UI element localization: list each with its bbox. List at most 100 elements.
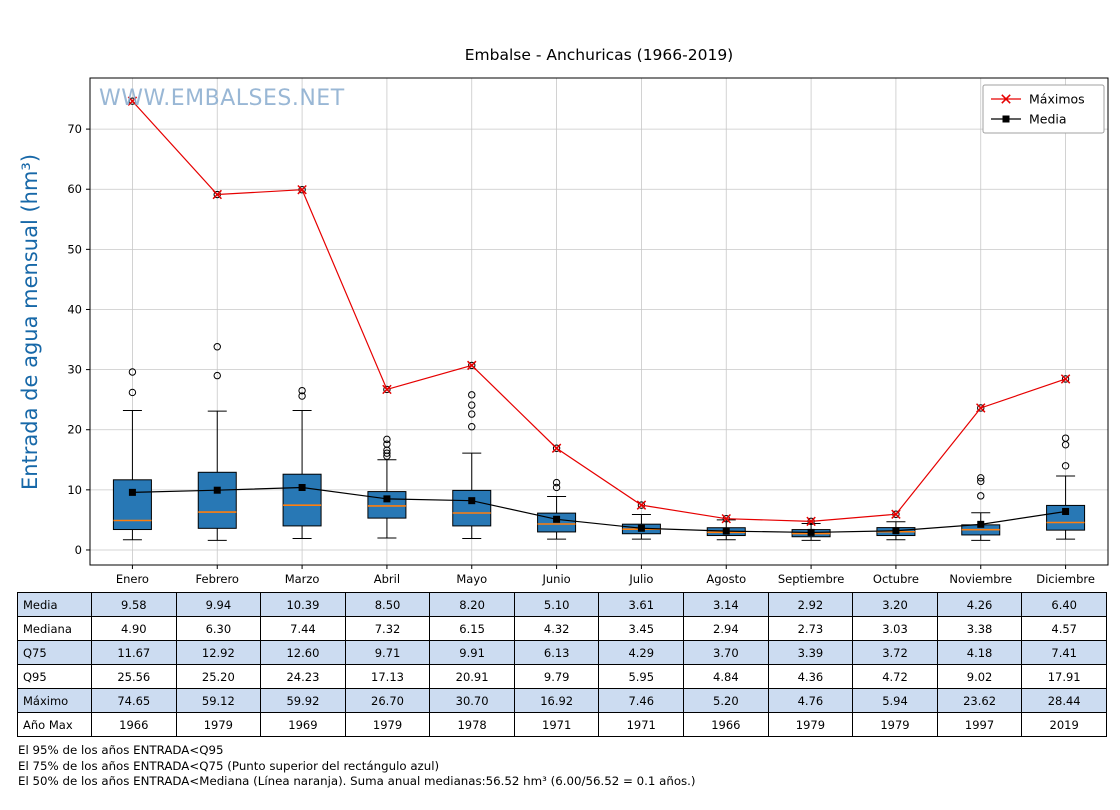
chart-title: Embalse - Anchuricas (1966-2019): [464, 46, 734, 64]
outlier-point: [977, 492, 985, 500]
table-cell: 26.70: [344, 688, 431, 713]
square-marker: [468, 497, 476, 505]
table-cell: 7.46: [598, 688, 685, 713]
table-cell: 1978: [429, 712, 515, 737]
table-cell: 12.60: [260, 640, 346, 665]
boxplot-chart-canvas: 0 10 20 30 40 50 60 70 Enero Febrero Marzo Abril May…: [67, 77, 1109, 586]
x-tick-label: Mayo: [456, 572, 487, 586]
table-cell: 3.72: [852, 640, 938, 665]
outlier-point: [128, 388, 137, 397]
y-tick-label: 40: [67, 302, 82, 316]
note-q95: El 95% de los años ENTRADA<Q95: [18, 743, 224, 757]
table-cell: 9.91: [429, 640, 515, 665]
table-cell: 9.58: [91, 592, 177, 617]
table-cell: 1966: [683, 712, 769, 737]
outlier-point: [552, 483, 561, 492]
outlier-point: [128, 368, 137, 376]
table-row-label: Año Max: [17, 712, 92, 737]
table-cell: 74.65: [91, 688, 177, 713]
table-cell: 59.92: [260, 688, 346, 713]
x-marker: [127, 96, 138, 106]
outlier-point: [383, 449, 391, 457]
outlier-point: [468, 361, 476, 370]
x-marker: [467, 360, 477, 371]
y-tick-label: 20: [67, 423, 82, 437]
table-row: Media 9.58 9.94 10.39 8.50 8.20 5.10 3.61 3.14 2.…: [17, 592, 1107, 617]
table-row-label: Media: [17, 592, 92, 617]
x-tick-label: Enero: [116, 572, 149, 586]
outlier-point: [977, 474, 985, 482]
table-cell: 5.95: [598, 664, 685, 689]
x-marker: [297, 184, 307, 195]
square-marker: [1062, 507, 1070, 515]
watermark: WWW.EMBALSES.NET: [99, 86, 345, 111]
outlier-point: [383, 435, 391, 444]
table-cell: 1979: [175, 712, 262, 737]
stats-table: Media 9.58 9.94 10.39 8.50 8.20 5.10 3.61 3.14 2.…: [17, 592, 1107, 737]
x-marker: [1060, 374, 1071, 384]
outlier-point: [1061, 462, 1070, 470]
table-row-label: Q95: [17, 664, 92, 689]
box: [452, 489, 492, 527]
table-row-label: Máximo: [17, 688, 92, 713]
table-cell: 20.91: [429, 664, 515, 689]
outlier-point: [552, 444, 561, 452]
legend-square-marker: [1002, 115, 1010, 123]
x-tick-label: Julio: [628, 572, 653, 586]
box: [197, 471, 237, 529]
x-tick-label: Septiembre: [778, 572, 845, 586]
table-row: Mediana 4.90 6.30 7.44 7.32 6.15 4.32 3.45 2.94 2…: [17, 616, 1107, 641]
table-cell: 11.67: [91, 640, 177, 665]
outlier-point: [1061, 375, 1070, 383]
table-cell: 7.41: [1021, 640, 1107, 665]
table-cell: 5.94: [852, 688, 938, 713]
table-row-label: Q75: [17, 640, 92, 665]
table-cell: 7.44: [260, 616, 346, 641]
y-tick-label: 60: [67, 182, 82, 196]
table-cell: 17.13: [344, 664, 431, 689]
table-cell: 4.72: [852, 664, 938, 689]
square-marker: [892, 527, 900, 535]
table-row: Año Max 1966 1979 1969 1979 1978 1971 1971 1966 1…: [17, 712, 1107, 737]
legend-box: [982, 84, 1105, 134]
square-marker: [383, 495, 391, 503]
table-cell: 4.76: [767, 688, 854, 713]
table-cell: 2.92: [767, 592, 854, 617]
table-cell: 9.71: [344, 640, 431, 665]
x-tick-label: Marzo: [285, 572, 320, 586]
table-row: Q95 25.56 25.20 24.23 17.13 20.91 9.79 5.95 4.84…: [17, 664, 1107, 689]
table-cell: 28.44: [1021, 688, 1107, 713]
table-cell: 3.70: [683, 640, 769, 665]
outlier-point: [552, 478, 561, 487]
x-marker: [636, 500, 647, 510]
table-cell: 1971: [598, 712, 685, 737]
table-cell: 4.26: [936, 592, 1023, 617]
square-marker: [807, 528, 815, 536]
x-marker: [212, 189, 222, 200]
table-cell: 1979: [852, 712, 938, 737]
outlier-point: [977, 404, 985, 412]
y-tick-label: 10: [67, 483, 82, 497]
table-cell: 8.20: [429, 592, 515, 617]
table-cell: 17.91: [1021, 664, 1107, 689]
table-cell: 25.20: [175, 664, 262, 689]
table-cell: 3.14: [683, 592, 769, 617]
x-tick-label: Febrero: [196, 572, 239, 586]
outlier-point: [1061, 434, 1070, 442]
outlier-point: [977, 477, 985, 486]
media-line: [132, 486, 1066, 534]
square-marker: [128, 488, 136, 496]
x-marker: [721, 513, 731, 524]
maximos-line: [131, 100, 1066, 522]
table-cell: 5.20: [683, 688, 769, 713]
x-tick-label: Noviembre: [949, 572, 1012, 586]
table-cell: 4.90: [91, 616, 177, 641]
table-cell: 1969: [260, 712, 346, 737]
box: [282, 473, 322, 527]
table-cell: 2.73: [767, 616, 854, 641]
outlier-point: [383, 385, 391, 394]
table-cell: 5.10: [513, 592, 600, 617]
legend-label: Máximos: [1029, 92, 1085, 107]
table-cell: 25.56: [91, 664, 177, 689]
y-tick-label: 50: [67, 242, 82, 256]
